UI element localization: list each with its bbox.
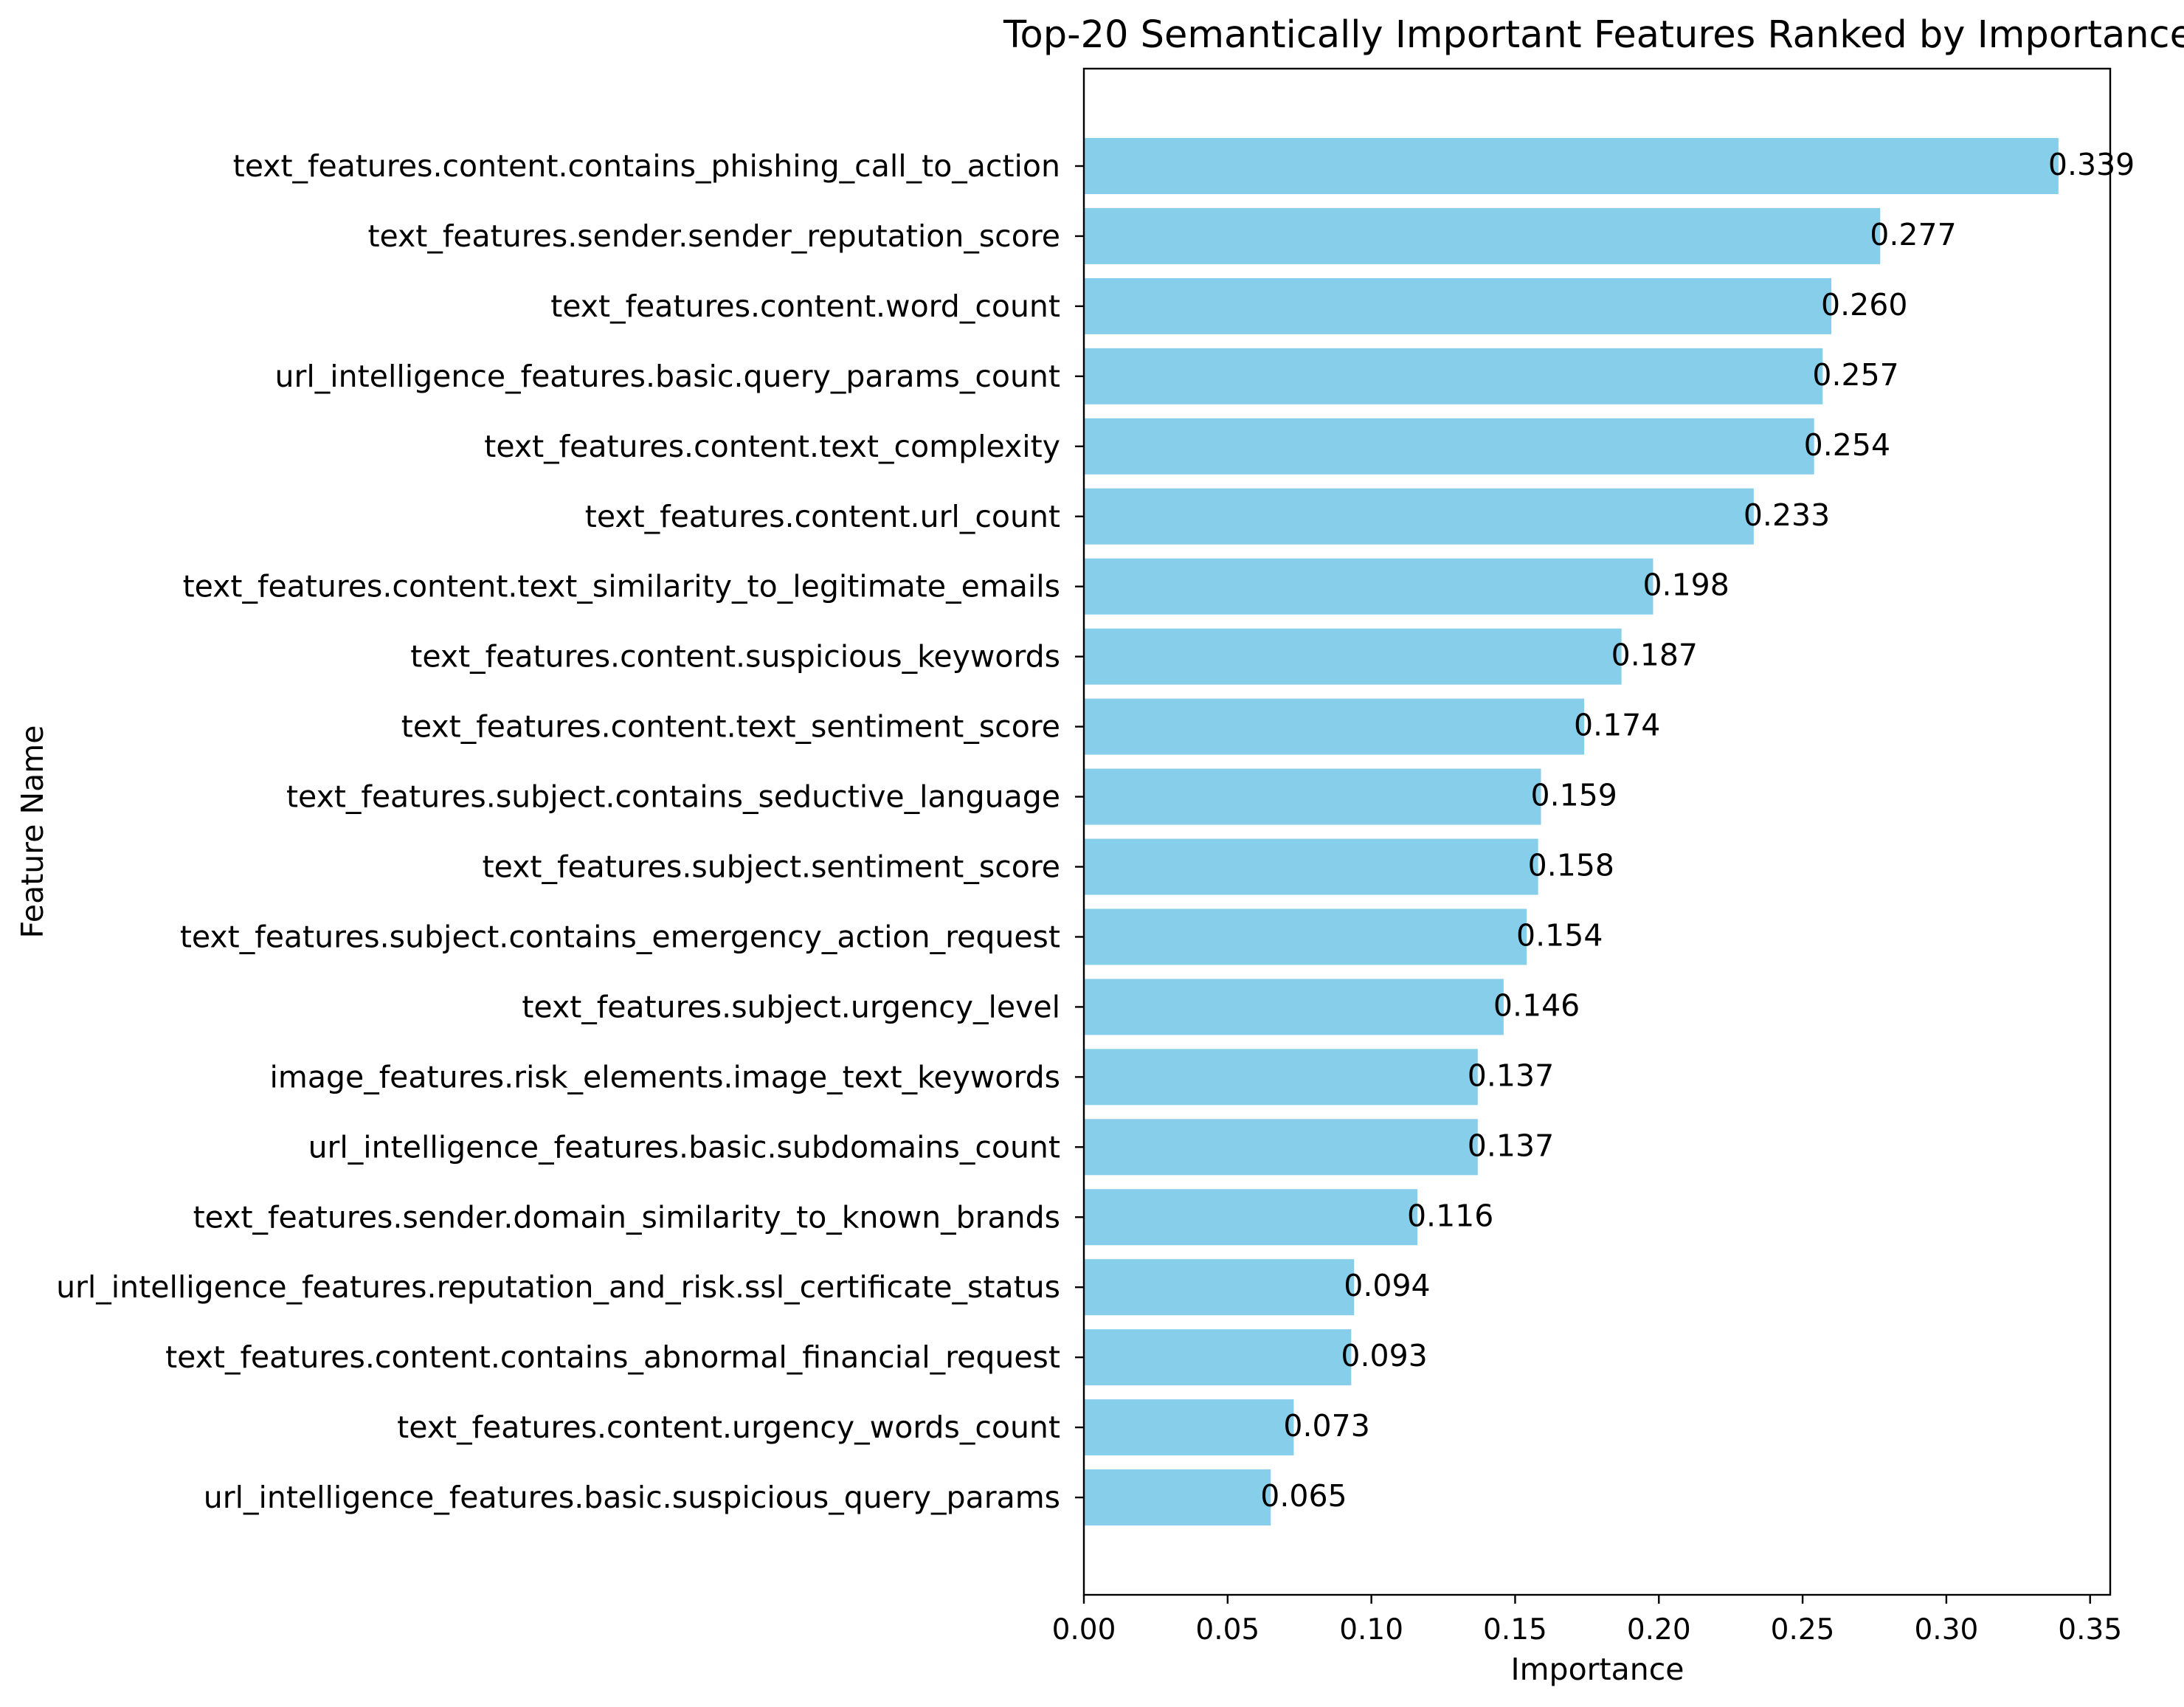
x-tick-label: 0.05 bbox=[1195, 1613, 1259, 1646]
bar bbox=[1084, 488, 1754, 545]
bar bbox=[1084, 908, 1527, 965]
value-label: 0.158 bbox=[1528, 848, 1614, 883]
value-label: 0.159 bbox=[1531, 778, 1617, 813]
value-label: 0.233 bbox=[1744, 497, 1830, 533]
x-axis-label: Importance bbox=[1511, 1652, 1684, 1687]
value-label: 0.198 bbox=[1642, 568, 1729, 603]
value-label: 0.257 bbox=[1812, 357, 1898, 393]
bar bbox=[1084, 1259, 1355, 1316]
x-axis: 0.00 0.05 0.10 0.15 0.20 0.25 0.30 0.35 bbox=[1052, 1595, 2122, 1646]
y-tick-label: text_features.subject.urgency_level bbox=[522, 989, 1060, 1024]
bar bbox=[1084, 1329, 1352, 1386]
y-tick-label: text_features.content.text_complexity bbox=[484, 429, 1060, 464]
bar bbox=[1084, 277, 1832, 334]
value-label: 0.277 bbox=[1870, 217, 1956, 252]
bar bbox=[1084, 1119, 1478, 1176]
y-tick-label: text_features.content.text_sentiment_sco… bbox=[401, 709, 1060, 745]
y-tick-label: text_features.content.urgency_words_coun… bbox=[397, 1410, 1060, 1445]
bar bbox=[1084, 418, 1814, 475]
x-tick-label: 0.25 bbox=[1771, 1613, 1835, 1646]
y-tick-label: url_intelligence_features.basic.subdomai… bbox=[308, 1129, 1060, 1165]
bars-layer bbox=[1084, 138, 2059, 1526]
bar bbox=[1084, 1049, 1478, 1106]
value-label: 0.094 bbox=[1344, 1268, 1430, 1303]
value-label: 0.073 bbox=[1283, 1408, 1369, 1444]
y-tick-label: image_features.risk_elements.image_text_… bbox=[270, 1059, 1060, 1094]
bar bbox=[1084, 838, 1538, 895]
value-label: 0.339 bbox=[2048, 147, 2135, 182]
value-label: 0.137 bbox=[1468, 1128, 1554, 1163]
bar bbox=[1084, 1189, 1417, 1246]
y-tick-label: text_features.content.contains_phishing_… bbox=[233, 148, 1060, 184]
x-tick-label: 0.00 bbox=[1052, 1613, 1116, 1646]
bar bbox=[1084, 628, 1622, 685]
bar bbox=[1084, 558, 1653, 615]
value-label: 0.137 bbox=[1468, 1058, 1554, 1093]
bar bbox=[1084, 138, 2059, 194]
y-tick-label: text_features.subject.contains_seductive… bbox=[286, 779, 1060, 815]
y-tick-label: url_intelligence_features.reputation_and… bbox=[56, 1269, 1060, 1305]
y-tick-label: text_features.content.contains_abnormal_… bbox=[165, 1339, 1060, 1375]
bar bbox=[1084, 348, 1823, 404]
y-tick-label: url_intelligence_features.basic.query_pa… bbox=[275, 359, 1060, 394]
value-labels: 0.339 0.277 0.260 0.257 0.254 0.233 0.198 0.187… bbox=[1260, 147, 2135, 1514]
y-tick-label: url_intelligence_features.basic.suspicio… bbox=[204, 1480, 1060, 1515]
value-label: 0.187 bbox=[1611, 638, 1698, 673]
x-tick-label: 0.10 bbox=[1339, 1613, 1403, 1646]
value-label: 0.116 bbox=[1407, 1198, 1493, 1233]
y-tick-label: text_features.subject.contains_emergency… bbox=[180, 919, 1060, 954]
y-tick-label: text_features.content.word_count bbox=[550, 289, 1060, 324]
x-tick-label: 0.15 bbox=[1483, 1613, 1547, 1646]
bar bbox=[1084, 1399, 1294, 1456]
x-tick-label: 0.35 bbox=[2058, 1613, 2122, 1646]
chart-title: Top-20 Semantically Important Features R… bbox=[1003, 13, 2184, 57]
y-axis: text_features.content.contains_phishing_… bbox=[56, 148, 1084, 1515]
y-axis-label: Feature Name bbox=[15, 725, 50, 939]
bar bbox=[1084, 207, 1881, 264]
plot-frame bbox=[1082, 67, 2112, 1596]
y-tick-label: text_features.sender.sender_reputation_s… bbox=[367, 218, 1060, 254]
value-label: 0.154 bbox=[1516, 917, 1603, 953]
bar bbox=[1084, 979, 1504, 1035]
value-label: 0.260 bbox=[1821, 287, 1907, 323]
value-label: 0.174 bbox=[1574, 708, 1660, 743]
y-tick-label: text_features.sender.domain_similarity_t… bbox=[193, 1199, 1060, 1235]
x-tick-label: 0.30 bbox=[1914, 1613, 1978, 1646]
bar bbox=[1084, 1469, 1271, 1526]
value-label: 0.065 bbox=[1260, 1478, 1347, 1514]
bar bbox=[1084, 698, 1584, 755]
x-tick-label: 0.20 bbox=[1627, 1613, 1691, 1646]
value-label: 0.093 bbox=[1341, 1338, 1427, 1373]
y-tick-label: text_features.content.suspicious_keyword… bbox=[410, 639, 1060, 675]
bar bbox=[1084, 768, 1541, 825]
value-label: 0.146 bbox=[1493, 987, 1580, 1023]
y-tick-label: text_features.subject.sentiment_score bbox=[483, 849, 1060, 885]
value-label: 0.254 bbox=[1804, 427, 1890, 463]
y-tick-label: text_features.content.url_count bbox=[585, 499, 1060, 534]
y-tick-label: text_features.content.text_similarity_to… bbox=[183, 569, 1060, 604]
